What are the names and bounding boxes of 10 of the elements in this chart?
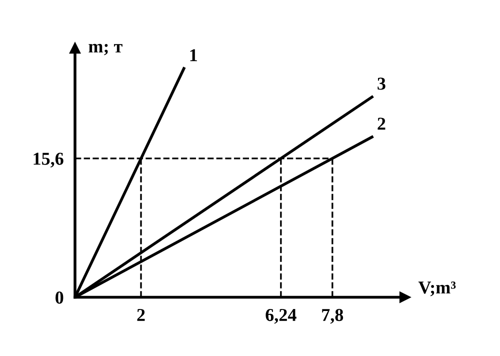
series-label: 3: [378, 78, 386, 90]
series-label: 1: [190, 49, 197, 62]
x-axis-title: V;m³: [418, 282, 456, 296]
y-axis-title: m; т: [88, 44, 122, 56]
series-label: 2: [378, 118, 386, 130]
x-tick-label: 7,8: [322, 308, 344, 324]
y-tick-label: 0: [56, 292, 64, 304]
y-tick-label: 15,6: [34, 152, 64, 168]
x-tick-label: 2: [137, 308, 145, 321]
x-tick-label: 6,24: [266, 308, 296, 324]
